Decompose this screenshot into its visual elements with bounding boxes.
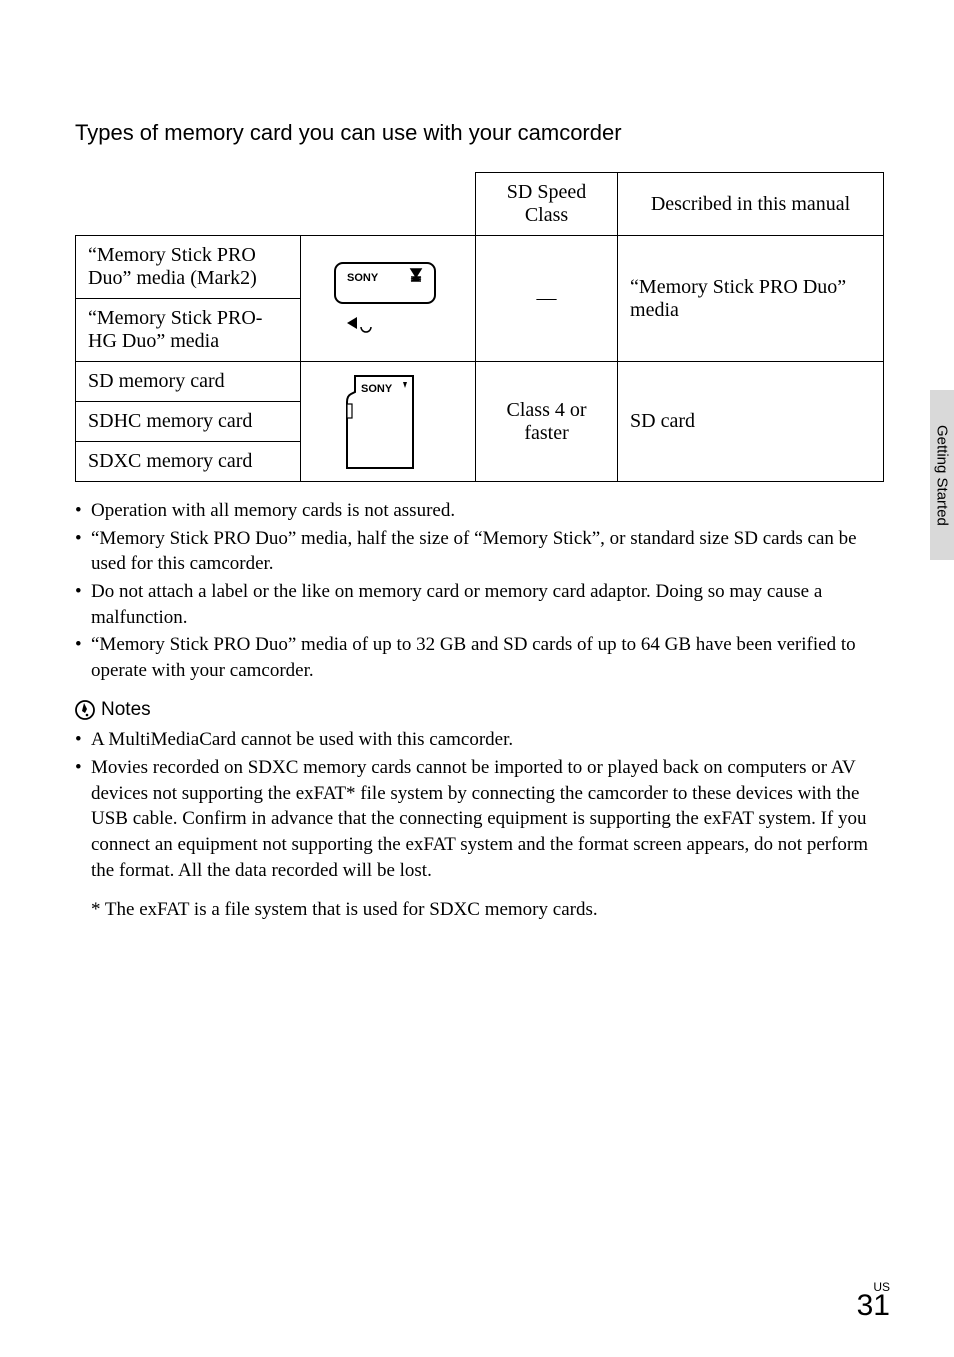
memory-stick-icon: SONY	[333, 259, 443, 339]
compatibility-table: SD Speed Class Described in this manual …	[75, 172, 884, 482]
col-header-desc: Described in this manual	[618, 173, 884, 236]
mspro-image-cell: SONY	[301, 236, 476, 362]
page-number: 31	[857, 1291, 890, 1321]
section-heading: Types of memory card you can use with yo…	[75, 120, 884, 146]
list-item: “Memory Stick PRO Duo” media of up to 32…	[75, 632, 884, 683]
table-header-row: SD Speed Class Described in this manual	[76, 173, 884, 236]
list-item: A MultiMediaCard cannot be used with thi…	[75, 727, 884, 753]
row-label-sd: SD memory card	[76, 362, 301, 402]
speed-cell-sd: Class 4 or faster	[476, 362, 618, 482]
list-item: Do not attach a label or the like on mem…	[75, 579, 884, 630]
col-header-speed: SD Speed Class	[476, 173, 618, 236]
row-label-sdhc: SDHC memory card	[76, 402, 301, 442]
row-label-msprohg: “Memory Stick PRO-HG Duo” media	[76, 299, 301, 362]
card-brand-text: SONY	[361, 383, 393, 395]
page-container: Types of memory card you can use with yo…	[0, 0, 954, 1357]
section-side-tab: Getting Started	[930, 390, 954, 560]
speed-cell-mspro: —	[476, 236, 618, 362]
notes-icon	[75, 700, 95, 720]
table-row: “Memory Stick PRO Duo” media (Mark2) SON…	[76, 236, 884, 299]
desc-cell-sd: SD card	[618, 362, 884, 482]
list-item: Operation with all memory cards is not a…	[75, 498, 884, 524]
row-label-mspro: “Memory Stick PRO Duo” media (Mark2)	[76, 236, 301, 299]
blank-header-cell	[76, 173, 476, 236]
table-row: SD memory card SONY Class 4 or faster SD…	[76, 362, 884, 402]
desc-cell-mspro: “Memory Stick PRO Duo” media	[618, 236, 884, 362]
exfat-footnote: * The exFAT is a file system that is use…	[75, 897, 884, 923]
card-brand-text: SONY	[347, 272, 379, 284]
page-footer: US 31	[857, 1281, 890, 1321]
info-bullet-list: Operation with all memory cards is not a…	[75, 498, 884, 683]
notes-label: Notes	[101, 699, 151, 721]
list-item: “Memory Stick PRO Duo” media, half the s…	[75, 526, 884, 577]
notes-bullet-list: A MultiMediaCard cannot be used with thi…	[75, 727, 884, 883]
notes-header: Notes	[75, 699, 884, 721]
side-tab-label: Getting Started	[934, 425, 951, 526]
sd-image-cell: SONY	[301, 362, 476, 482]
list-item: Movies recorded on SDXC memory cards can…	[75, 755, 884, 883]
row-label-sdxc: SDXC memory card	[76, 442, 301, 482]
sd-card-icon: SONY	[343, 372, 433, 472]
